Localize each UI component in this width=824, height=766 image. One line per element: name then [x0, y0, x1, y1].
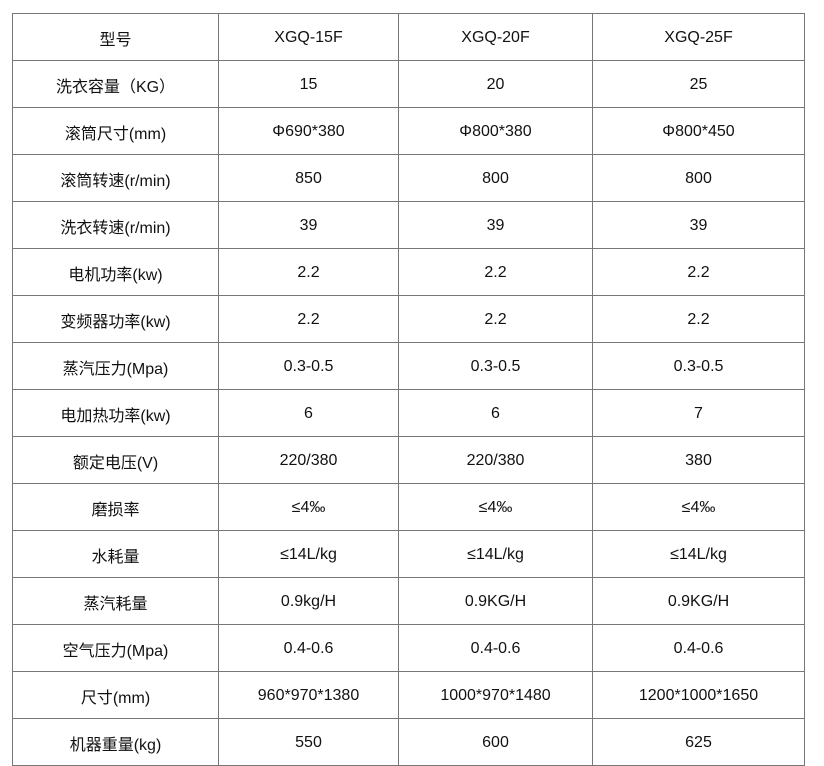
cell: 600	[398, 718, 593, 766]
row-label: 尺寸(mm)	[12, 671, 219, 719]
cell: ≤14L/kg	[592, 530, 805, 578]
row-label: 蒸汽压力(Mpa)	[12, 342, 219, 390]
cell: 0.3-0.5	[398, 342, 593, 390]
row-label: 电加热功率(kw)	[12, 389, 219, 437]
table-row: 空气压力(Mpa) 0.4-0.6 0.4-0.6 0.4-0.6	[12, 624, 805, 672]
cell: 0.4-0.6	[398, 624, 593, 672]
table-row: 洗衣转速(r/min) 39 39 39	[12, 201, 805, 249]
cell: 220/380	[218, 436, 399, 484]
cell: 15	[218, 60, 399, 108]
cell: 1200*1000*1650	[592, 671, 805, 719]
row-label: 磨损率	[12, 483, 219, 531]
table-row: 尺寸(mm) 960*970*1380 1000*970*1480 1200*1000…	[12, 671, 805, 719]
row-label: 变频器功率(kw)	[12, 295, 219, 343]
row-label: 洗衣转速(r/min)	[12, 201, 219, 249]
row-label: 型号	[12, 13, 219, 61]
cell: 220/380	[398, 436, 593, 484]
table-row: 电加热功率(kw) 6 6 7	[12, 389, 805, 437]
cell: 2.2	[398, 248, 593, 296]
cell: 0.9KG/H	[398, 577, 593, 625]
table-row: 洗衣容量（KG） 15 20 25	[12, 60, 805, 108]
table-row: 滚筒尺寸(mm) Φ690*380 Φ800*380 Φ800*450	[12, 107, 805, 155]
cell: 6	[218, 389, 399, 437]
cell: Φ690*380	[218, 107, 399, 155]
cell: 0.4-0.6	[218, 624, 399, 672]
cell: ≤14L/kg	[218, 530, 399, 578]
cell: 2.2	[592, 295, 805, 343]
table-row: 变频器功率(kw) 2.2 2.2 2.2	[12, 295, 805, 343]
cell: 0.4-0.6	[592, 624, 805, 672]
row-label: 额定电压(V)	[12, 436, 219, 484]
cell: ≤4‰	[218, 483, 399, 531]
cell: 550	[218, 718, 399, 766]
cell: 800	[398, 154, 593, 202]
cell: 2.2	[592, 248, 805, 296]
cell: 0.9kg/H	[218, 577, 399, 625]
cell: XGQ-15F	[218, 13, 399, 61]
row-label: 水耗量	[12, 530, 219, 578]
table-row: 滚筒转速(r/min) 850 800 800	[12, 154, 805, 202]
row-label: 空气压力(Mpa)	[12, 624, 219, 672]
cell: 800	[592, 154, 805, 202]
header-row: 型号 XGQ-15F XGQ-20F XGQ-25F	[12, 13, 805, 61]
cell: XGQ-20F	[398, 13, 593, 61]
cell: 0.9KG/H	[592, 577, 805, 625]
spec-table: 型号 XGQ-15F XGQ-20F XGQ-25F 洗衣容量（KG） 15 20 25 滚筒尺…	[12, 13, 805, 766]
row-label: 洗衣容量（KG）	[12, 60, 219, 108]
cell: XGQ-25F	[592, 13, 805, 61]
table-row: 额定电压(V) 220/380 220/380 380	[12, 436, 805, 484]
cell: ≤14L/kg	[398, 530, 593, 578]
row-label: 电机功率(kw)	[12, 248, 219, 296]
cell: 6	[398, 389, 593, 437]
cell: ≤4‰	[592, 483, 805, 531]
cell: 2.2	[398, 295, 593, 343]
cell: 625	[592, 718, 805, 766]
cell: 7	[592, 389, 805, 437]
cell: Φ800*380	[398, 107, 593, 155]
cell: 20	[398, 60, 593, 108]
table-row: 蒸汽压力(Mpa) 0.3-0.5 0.3-0.5 0.3-0.5	[12, 342, 805, 390]
cell: 25	[592, 60, 805, 108]
row-label: 蒸汽耗量	[12, 577, 219, 625]
cell: Φ800*450	[592, 107, 805, 155]
table-row: 磨损率 ≤4‰ ≤4‰ ≤4‰	[12, 483, 805, 531]
cell: 2.2	[218, 248, 399, 296]
cell: ≤4‰	[398, 483, 593, 531]
cell: 39	[592, 201, 805, 249]
cell: 39	[218, 201, 399, 249]
table-row: 蒸汽耗量 0.9kg/H 0.9KG/H 0.9KG/H	[12, 577, 805, 625]
cell: 0.3-0.5	[218, 342, 399, 390]
cell: 39	[398, 201, 593, 249]
cell: 960*970*1380	[218, 671, 399, 719]
row-label: 机器重量(kg)	[12, 718, 219, 766]
table-row: 机器重量(kg) 550 600 625	[12, 718, 805, 766]
row-label: 滚筒尺寸(mm)	[12, 107, 219, 155]
cell: 1000*970*1480	[398, 671, 593, 719]
cell: 2.2	[218, 295, 399, 343]
table-row: 水耗量 ≤14L/kg ≤14L/kg ≤14L/kg	[12, 530, 805, 578]
cell: 0.3-0.5	[592, 342, 805, 390]
cell: 380	[592, 436, 805, 484]
row-label: 滚筒转速(r/min)	[12, 154, 219, 202]
table-row: 电机功率(kw) 2.2 2.2 2.2	[12, 248, 805, 296]
cell: 850	[218, 154, 399, 202]
